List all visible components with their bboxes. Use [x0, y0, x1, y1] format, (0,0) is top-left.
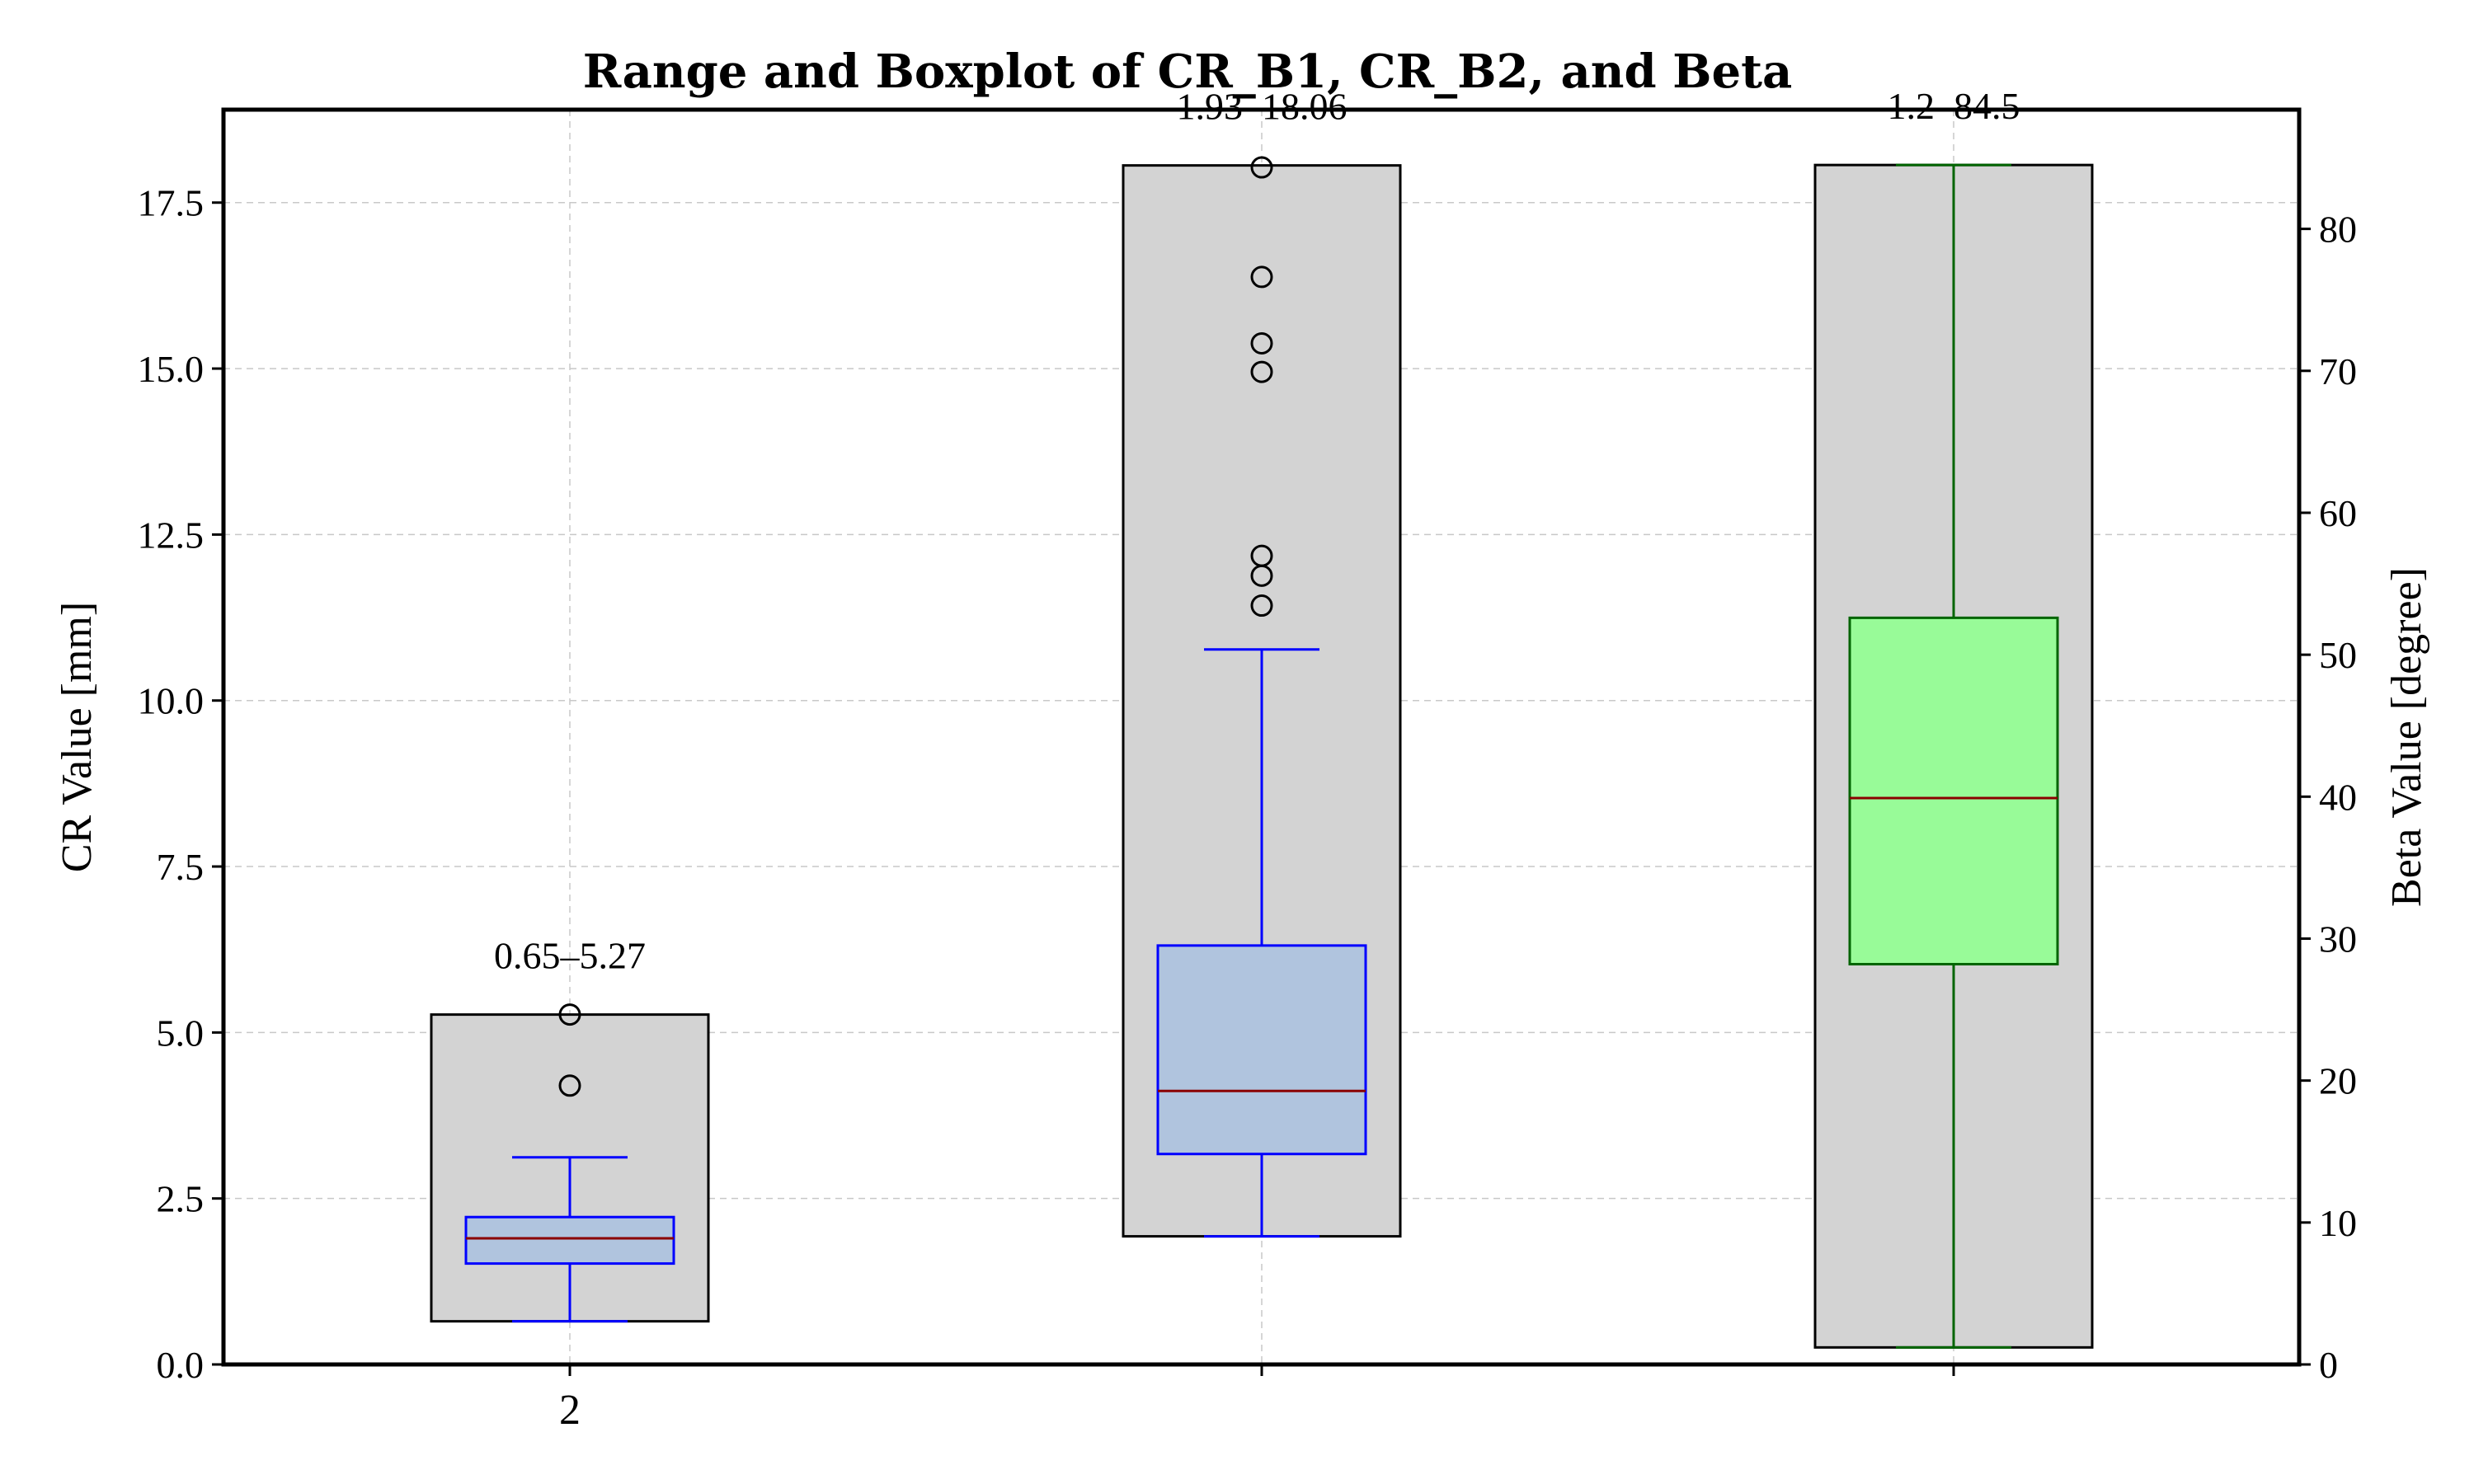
outlier-point [1250, 360, 1273, 383]
y-tick-label-left: 2.5 [157, 1178, 205, 1220]
x-tick-label: 2 [559, 1387, 581, 1434]
axes: 0.0 2.5 5.0 7.5 10.0 12.5 15.0 17.5 0 10 20 30 40 50 6… [138, 182, 2358, 1434]
y-tick-label-left: 7.5 [157, 846, 205, 888]
y-tick-label-right: 50 [2319, 634, 2357, 676]
y-tick-label-right: 60 [2319, 492, 2357, 534]
y-tick-label-right: 10 [2319, 1202, 2357, 1244]
outlier-point [1250, 594, 1273, 618]
range-label: 1.2–84.5 [1888, 85, 2020, 127]
y-tick-label-right: 0 [2319, 1344, 2338, 1386]
y-tick-label-right: 40 [2319, 776, 2357, 818]
y-tick-label-right: 30 [2319, 918, 2357, 960]
y-tick-label-left: 5.0 [157, 1012, 205, 1054]
y-tick-label-left: 10.0 [138, 680, 205, 722]
y-tick-label-right: 80 [2319, 209, 2357, 251]
plot-data: 0.65–5.27 1.93–18.06 1.2–84.5 [430, 85, 2094, 1349]
outlier-point [558, 1003, 581, 1026]
range-label: 1.93–18.06 [1177, 86, 1348, 128]
y-tick-label-right: 70 [2319, 350, 2357, 392]
outlier-point [558, 1074, 581, 1097]
y-tick-label-left: 12.5 [138, 514, 205, 556]
y-tick-label-left: 0.0 [157, 1344, 205, 1386]
y-tick-label-left: 17.5 [138, 182, 205, 224]
y-axis-label-right: Beta Value [degree] [2383, 567, 2430, 907]
y-tick-label-left: 15.0 [138, 348, 205, 390]
outlier-point [1250, 544, 1273, 567]
box [1156, 944, 1367, 1156]
outlier-point [1250, 265, 1273, 289]
outlier-point [1250, 156, 1273, 179]
box [464, 1215, 675, 1266]
outlier-point [1250, 331, 1273, 355]
chart-title: Range and Boxplot of CR_B1, CR_B2, and B… [583, 45, 1792, 99]
range-label: 0.65–5.27 [494, 935, 646, 977]
y-axis-label-left: CR Value [mm] [54, 602, 101, 872]
box [1848, 616, 2059, 965]
y-tick-label-right: 20 [2319, 1060, 2357, 1102]
